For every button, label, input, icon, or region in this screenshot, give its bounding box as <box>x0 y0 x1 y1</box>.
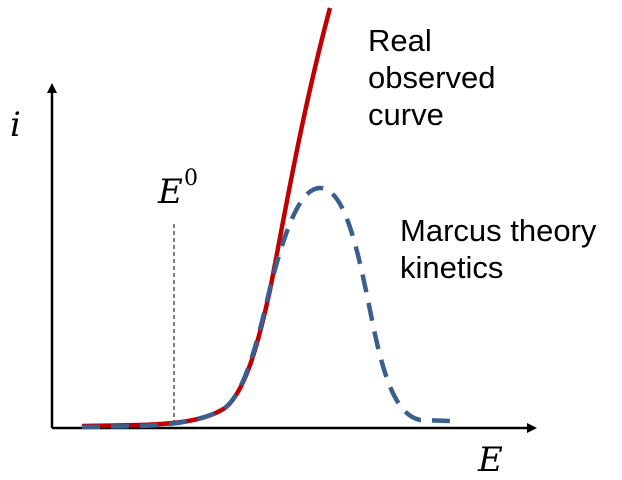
marcus-curve <box>81 185 451 430</box>
e0-label: E <box>158 172 183 212</box>
marcus-annotation: Marcus theory kinetics <box>400 212 596 286</box>
x-axis-label: E <box>478 440 503 480</box>
marcus-annotation-line: Marcus theory <box>400 213 597 248</box>
y-axis-label: i <box>10 105 21 145</box>
marcus-annotation-line: kinetics <box>400 250 504 285</box>
observed-annotation-line: curve <box>368 97 444 132</box>
observed-annotation: Real observed curve <box>368 22 496 133</box>
e0-superscript: 0 <box>184 166 198 191</box>
observed-annotation-line: observed <box>368 60 496 95</box>
observed-annotation-line: Real <box>368 23 432 58</box>
